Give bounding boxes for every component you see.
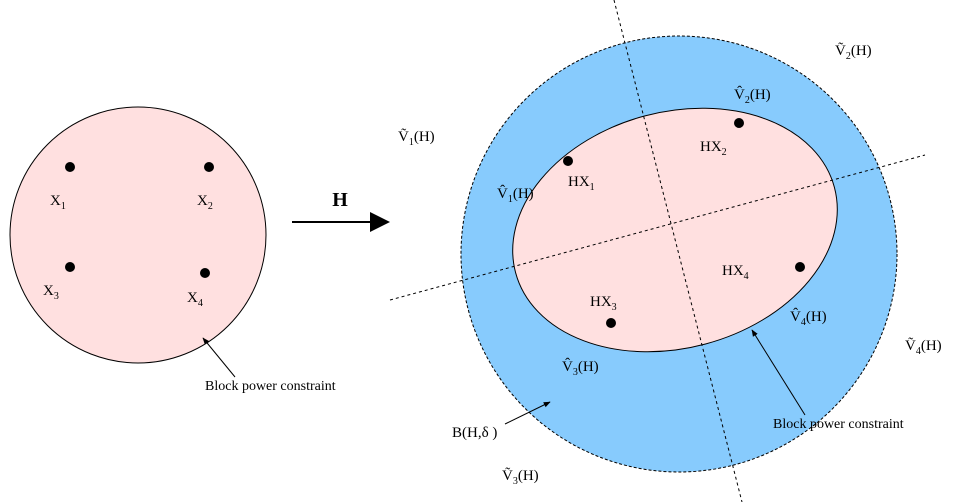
ball-label: B(H,δ ): [452, 425, 497, 441]
right-caption-arrow: [751, 329, 806, 416]
label-sub: 4: [801, 317, 806, 328]
label-sub: 4: [744, 271, 749, 282]
label: X2: [197, 193, 213, 212]
label-tail: (H): [851, 43, 872, 59]
label-main: X: [197, 193, 208, 209]
point: [606, 318, 616, 328]
label-main: HX: [568, 174, 590, 190]
label-sub: 4: [916, 346, 921, 357]
label-main: X: [50, 193, 61, 209]
label-main: V̂: [562, 358, 573, 375]
label: HX3: [590, 294, 617, 313]
label-sub: 2: [745, 95, 750, 106]
label-main: V̂: [790, 308, 801, 325]
transform-label: H: [332, 189, 348, 211]
label-main: X: [187, 290, 198, 306]
right-constraint: [512, 107, 838, 353]
label: Ṽ2(H): [835, 42, 872, 62]
label-sub: 2: [846, 51, 851, 62]
point: [65, 162, 75, 172]
label-main: HX: [700, 139, 722, 155]
point: [200, 268, 210, 278]
label-sub: 3: [573, 367, 578, 378]
label-sub: 3: [612, 302, 617, 313]
point: [563, 156, 573, 166]
label-main: Ṽ: [502, 467, 513, 484]
label: X3: [43, 283, 59, 302]
label-tail: (H): [806, 309, 827, 325]
label-tail: (H): [513, 186, 534, 202]
label-main: V̂: [734, 86, 745, 103]
label: Ṽ1(H): [398, 128, 435, 148]
label-tail: (H): [921, 338, 942, 354]
point: [795, 262, 805, 272]
label-main: HX: [590, 294, 612, 310]
caption: Block power constraint: [773, 417, 904, 432]
label: Ṽ3(H): [502, 467, 539, 487]
label-sub: 1: [590, 182, 595, 193]
label-sub: 3: [54, 291, 59, 302]
label-tail: (H): [414, 129, 435, 145]
label: X1: [50, 193, 66, 212]
label-sub: 1: [508, 194, 513, 205]
label-tail: (H): [518, 468, 539, 484]
point: [734, 118, 744, 128]
label-main: Ṽ: [398, 128, 409, 145]
point: [204, 162, 214, 172]
ball-arrow: [504, 401, 551, 425]
boundary: [389, 154, 926, 301]
label: HX2: [700, 139, 727, 158]
boundary: [613, 0, 743, 502]
label-tail: (H): [750, 87, 771, 103]
label: V̂3(H): [562, 358, 599, 378]
label: X4: [187, 290, 203, 309]
label-sub: 1: [61, 201, 66, 212]
label: V̂1(H): [497, 185, 534, 205]
label-main: V̂: [497, 185, 508, 202]
label-main: Ṽ: [835, 42, 846, 59]
label-sub: 1: [409, 137, 414, 148]
label-main: Ṽ: [905, 337, 916, 354]
label-sub: 4: [198, 298, 203, 309]
label-sub: 2: [208, 201, 213, 212]
left-caption-arrow: [202, 337, 236, 378]
label-main: X: [43, 283, 54, 299]
label: Ṽ4(H): [905, 337, 942, 357]
label-sub: 3: [513, 476, 518, 487]
label-sub: 2: [722, 147, 727, 158]
label-main: HX: [722, 263, 744, 279]
label: V̂4(H): [790, 308, 827, 328]
point: [65, 262, 75, 272]
left-constraint: [9, 106, 267, 364]
label: HX4: [722, 263, 749, 282]
label-tail: (H): [578, 359, 599, 375]
label: HX1: [568, 174, 595, 193]
caption: Block power constraint: [205, 379, 336, 394]
label: V̂2(H): [734, 86, 771, 106]
